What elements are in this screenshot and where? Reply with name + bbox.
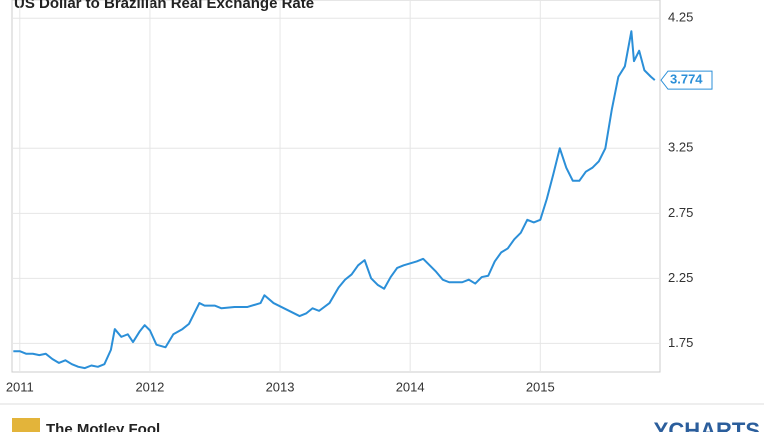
value-label: 3.774 <box>670 72 703 87</box>
x-tick-label: 2011 <box>6 379 34 394</box>
chart-title: US Dollar to Brazilian Real Exchange Rat… <box>14 0 314 12</box>
plot-frame <box>11 0 661 373</box>
x-tick-label: 2012 <box>135 379 164 394</box>
x-tick-label: 2015 <box>526 379 555 394</box>
y-tick-label: 2.25 <box>668 270 693 285</box>
footer-logo <box>12 418 40 432</box>
y-tick-label: 3.25 <box>668 140 693 155</box>
footer-left: The Motley Fool <box>46 421 160 432</box>
y-tick-label: 1.75 <box>668 335 693 350</box>
x-tick-label: 2013 <box>266 379 295 394</box>
line-series <box>13 30 656 370</box>
y-tick-label: 4.25 <box>668 10 693 25</box>
value-callout <box>660 70 713 90</box>
y-tick-label: 2.75 <box>668 205 693 220</box>
x-tick-label: 2014 <box>396 379 425 394</box>
footer-right: YCHARTS <box>654 418 760 432</box>
